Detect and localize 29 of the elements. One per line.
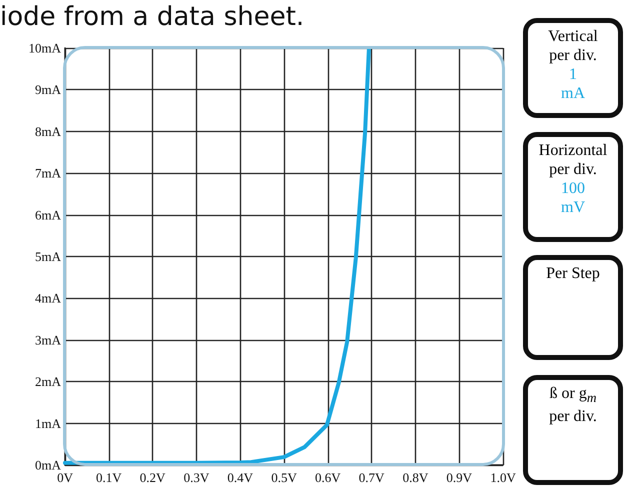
x-tick-label: 0.4V <box>227 470 254 485</box>
y-tick-label: 1mA <box>35 416 62 431</box>
x-tick-label: 0.2V <box>140 470 166 485</box>
x-tick-label: 0.6V <box>314 470 342 485</box>
chart-title: iode from a data sheet. <box>0 2 304 32</box>
text: Vertical per div. <box>547 27 599 65</box>
y-tick-label: 10mA <box>28 40 62 56</box>
text: Horizontal per div. <box>538 141 608 179</box>
y-tick-label: 5mA <box>35 249 62 264</box>
text: Per Step <box>545 264 601 283</box>
x-tick-label: 0.9V <box>446 470 473 485</box>
y-tick-label: 0mA <box>35 458 62 472</box>
x-tick-label: 1.0V <box>490 470 516 485</box>
text: 1 mA <box>560 65 586 103</box>
text: 100 mV <box>560 179 586 217</box>
y-tick-label: 2mA <box>35 374 62 390</box>
y-tick-label: 8mA <box>35 124 62 139</box>
x-tick-label: 0.8V <box>402 470 429 485</box>
y-tick-label: 6mA <box>35 207 62 222</box>
y-tick-label: 3mA <box>35 332 62 348</box>
x-tick-label: 0.1V <box>96 470 122 485</box>
x-tick-label: 0.7V <box>358 470 386 485</box>
y-tick-label: 7mA <box>35 166 62 181</box>
x-tick-label: 0.3V <box>184 470 210 485</box>
x-tick-label: 0.5V <box>271 470 298 485</box>
y-tick-label: 9mA <box>35 82 62 98</box>
y-tick-label: 4mA <box>35 290 62 306</box>
x-tick-label: 0V <box>57 470 74 485</box>
text: ß or g$_{m}$ per div. <box>548 384 598 426</box>
